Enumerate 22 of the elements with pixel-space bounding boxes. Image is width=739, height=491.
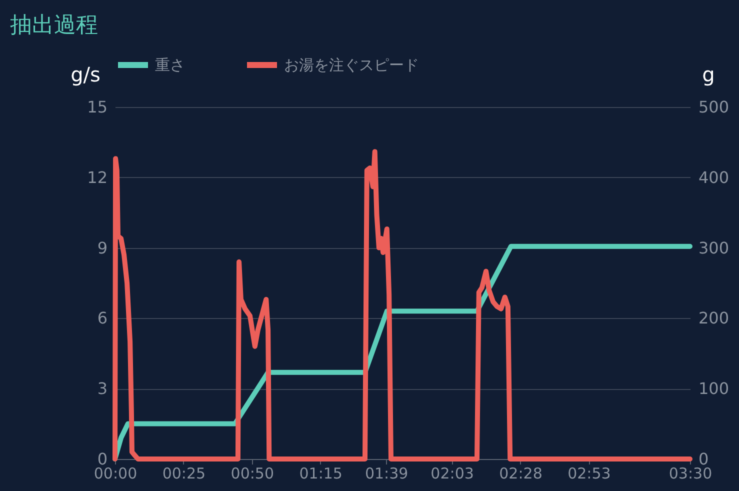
- y-tick-label: 15: [87, 98, 108, 116]
- y2-tick-label: 300: [698, 238, 730, 258]
- chart-title: 抽出過程: [10, 13, 98, 38]
- y2-axis-title: g: [702, 62, 715, 86]
- legend-label: お湯を注ぐスピード: [284, 56, 419, 74]
- x-tick-label: 01:39: [364, 464, 408, 482]
- y-tick-label: 12: [87, 168, 108, 187]
- x-tick-label: 01:15: [299, 464, 342, 482]
- y-axis-title: g/s: [70, 62, 100, 86]
- y2-tick-label: 200: [698, 308, 730, 328]
- y-tick-label: 9: [97, 238, 108, 258]
- x-tick-label: 02:28: [499, 464, 542, 482]
- y2-tick-label: 500: [698, 98, 730, 116]
- y-tick-label: 3: [97, 379, 108, 398]
- legend-label: 重さ: [155, 56, 185, 74]
- x-tick-label: 02:03: [430, 464, 474, 482]
- y2-tick-label: 400: [698, 168, 730, 187]
- y2-tick-label: 100: [698, 379, 730, 398]
- y-tick-label: 6: [97, 308, 108, 328]
- x-tick-label: 02:53: [568, 464, 611, 482]
- x-tick-label: 00:50: [230, 464, 274, 482]
- x-tick-label: 00:25: [162, 464, 206, 482]
